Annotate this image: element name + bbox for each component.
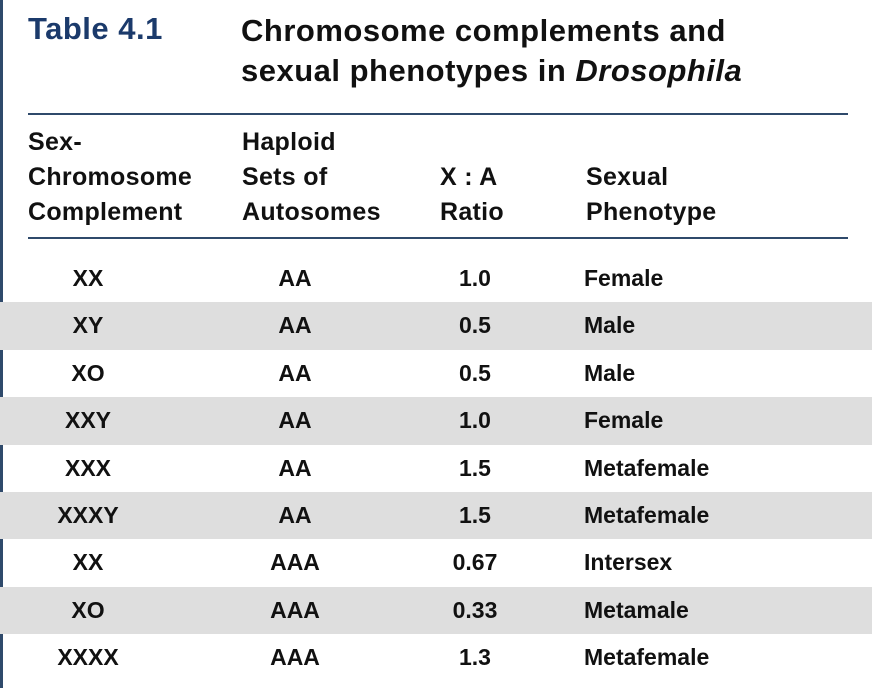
table-row: XXXX AAA 1.3 Metafemale (0, 634, 872, 681)
cell-phenotype: Intersex (584, 549, 673, 576)
table-row: XO AA 0.5 Male (0, 350, 872, 397)
cell-phenotype: Female (584, 265, 664, 291)
cell-sex-chromosomes: XXY (64, 407, 112, 434)
header-top-rule (28, 113, 848, 115)
table-row: XX AAA 0.67 Intersex (0, 539, 872, 586)
table-body: XX AA 1.0 Female XY AA 0.5 Male XO AA 0.… (0, 255, 872, 682)
header-line: Complement (28, 198, 183, 226)
cell-phenotype: Male (584, 359, 636, 386)
cell-xa-ratio: 0.5 (459, 312, 491, 339)
table-row: XX AA 1.0 Female (0, 255, 872, 302)
cell-autosomes: AA (278, 265, 312, 291)
table-row: XO AAA 0.33 Metamale (0, 586, 872, 635)
cell-autosomes: AAA (270, 549, 320, 576)
cell-autosomes: AA (278, 501, 312, 528)
cell-xa-ratio: 1.3 (459, 644, 491, 671)
cell-sex-chromosomes: XO (71, 596, 105, 623)
table-title-organism: Drosophila (575, 53, 743, 88)
cell-autosomes: AAA (270, 644, 320, 671)
cell-xa-ratio: 1.5 (459, 454, 491, 481)
table-row: XXY AA 1.0 Female (0, 397, 872, 445)
cell-autosomes: AAA (270, 596, 320, 623)
cell-autosomes: AA (278, 407, 312, 434)
cell-sex-chromosomes: XY (72, 312, 104, 339)
cell-phenotype: Metafemale (584, 501, 710, 528)
table-row: XXX AA 1.5 Metafemale (0, 445, 872, 492)
table-row: XXXY AA 1.5 Metafemale (0, 491, 872, 540)
cell-phenotype: Metafemale (584, 454, 710, 481)
cell-autosomes: AA (278, 312, 312, 339)
cell-sex-chromosomes: XO (71, 359, 105, 386)
header-line: Chromosome (28, 163, 193, 191)
cell-xa-ratio: 1.0 (459, 407, 491, 434)
header-xa-ratio: X : A Ratio (440, 125, 504, 230)
cell-xa-ratio: 0.33 (452, 596, 498, 623)
cell-sex-chromosomes: XXXX (57, 644, 119, 671)
header-line: Phenotype (586, 198, 717, 226)
header-line: Sexual (586, 163, 669, 191)
cell-sex-chromosomes: XXX (64, 454, 112, 481)
cell-phenotype: Female (584, 407, 664, 434)
cell-phenotype: Metamale (584, 596, 689, 623)
header-line (586, 125, 717, 160)
cell-sex-chromosomes: XXXY (57, 501, 119, 528)
header-bottom-rule (28, 237, 848, 239)
table-number: Table 4.1 (28, 11, 163, 46)
table-title: Chromosome complements and sexual phenot… (241, 11, 851, 91)
cell-xa-ratio: 1.0 (459, 265, 491, 291)
header-sex-chromosome-complement: Sex- Chromosome Complement (28, 125, 192, 230)
table-row: XY AA 0.5 Male (0, 302, 872, 350)
table-title-line-2: sexual phenotypes in Drosophila (241, 51, 851, 91)
cell-sex-chromosomes: XX (72, 549, 104, 576)
cell-phenotype: Male (584, 312, 636, 339)
header-line: Sex- (28, 128, 83, 156)
header-line: Ratio (440, 198, 504, 226)
cell-xa-ratio: 0.67 (452, 549, 498, 576)
table-title-line-2-text: sexual phenotypes in (241, 53, 576, 88)
header-line: X : A (440, 163, 498, 191)
cell-autosomes: AA (278, 359, 312, 386)
header-haploid-sets-of-autosomes: Haploid Sets of Autosomes (242, 125, 381, 230)
header-line: Autosomes (242, 198, 381, 226)
table-title-line-1: Chromosome complements and (241, 13, 726, 48)
header-line: Sets of (242, 163, 328, 191)
header-line: Haploid (242, 128, 336, 156)
cell-sex-chromosomes: XX (72, 265, 104, 291)
header-line (440, 125, 504, 160)
cell-xa-ratio: 0.5 (459, 359, 491, 386)
cell-xa-ratio: 1.5 (459, 501, 491, 528)
cell-phenotype: Metafemale (584, 644, 710, 671)
cell-autosomes: AA (278, 454, 312, 481)
header-sexual-phenotype: Sexual Phenotype (586, 125, 717, 230)
